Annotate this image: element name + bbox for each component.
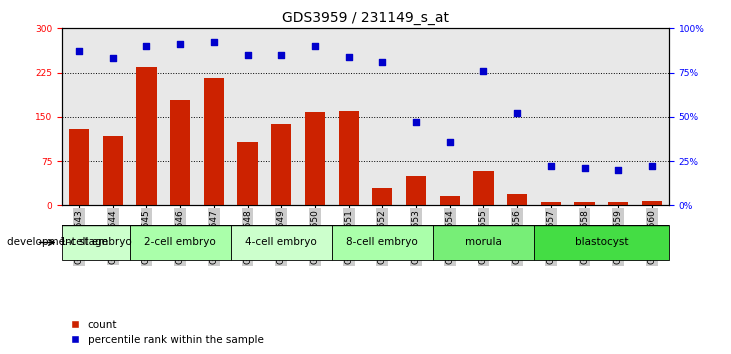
Bar: [507, 194, 527, 205]
Bar: [332, 225, 433, 260]
Point: [343, 54, 355, 59]
Point: [376, 59, 388, 65]
Point: [242, 52, 254, 58]
Bar: [69, 129, 89, 205]
Bar: [642, 201, 662, 205]
Text: morula: morula: [465, 238, 502, 247]
Bar: [439, 196, 460, 205]
Bar: [129, 225, 231, 260]
Bar: [231, 225, 332, 260]
Legend: count, percentile rank within the sample: count, percentile rank within the sample: [71, 320, 264, 345]
Point: [107, 56, 118, 61]
Text: 4-cell embryo: 4-cell embryo: [246, 238, 317, 247]
Bar: [541, 202, 561, 205]
Point: [174, 41, 186, 47]
Text: 8-cell embryo: 8-cell embryo: [346, 238, 418, 247]
Point: [73, 48, 85, 54]
Bar: [136, 67, 156, 205]
Bar: [204, 79, 224, 205]
Bar: [474, 171, 493, 205]
Bar: [372, 188, 393, 205]
Text: blastocyst: blastocyst: [575, 238, 628, 247]
Bar: [338, 111, 359, 205]
Point: [410, 119, 422, 125]
Text: 1-cell embryo: 1-cell embryo: [60, 238, 132, 247]
Point: [140, 43, 152, 49]
Point: [579, 165, 591, 171]
Bar: [575, 202, 595, 205]
Bar: [102, 136, 123, 205]
Point: [208, 40, 219, 45]
Bar: [608, 202, 629, 205]
Point: [444, 139, 455, 144]
Point: [613, 167, 624, 173]
Text: development stage: development stage: [7, 238, 108, 247]
Point: [545, 164, 557, 169]
Bar: [433, 225, 534, 260]
Bar: [170, 100, 190, 205]
Bar: [62, 225, 129, 260]
Point: [276, 52, 287, 58]
Point: [477, 68, 489, 74]
Point: [511, 110, 523, 116]
Bar: [534, 225, 669, 260]
Point: [646, 164, 658, 169]
Text: 2-cell embryo: 2-cell embryo: [144, 238, 216, 247]
Bar: [406, 176, 426, 205]
Point: [309, 43, 321, 49]
Bar: [271, 125, 292, 205]
Bar: [238, 142, 257, 205]
Text: GDS3959 / 231149_s_at: GDS3959 / 231149_s_at: [282, 11, 449, 25]
Bar: [305, 112, 325, 205]
